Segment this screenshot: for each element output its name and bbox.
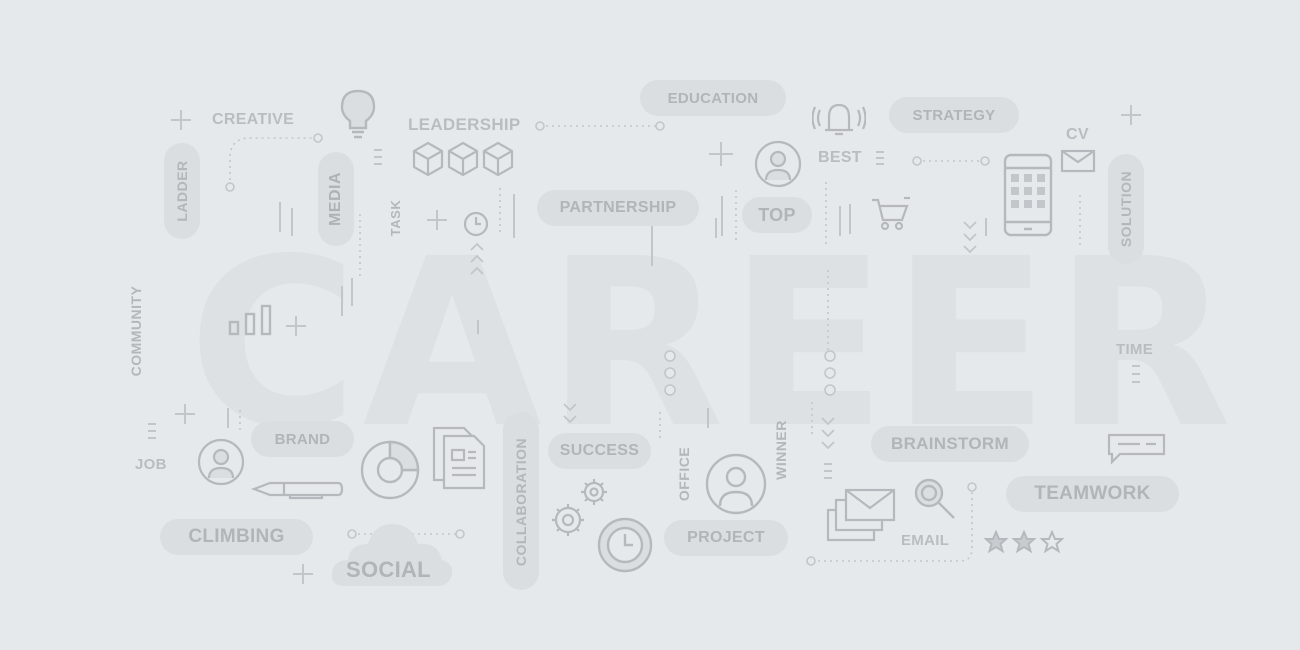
- career-title: CAREER: [188, 209, 1237, 479]
- cloud-icon: [330, 520, 454, 590]
- word-best: BEST: [818, 149, 862, 166]
- bell-icon: [812, 100, 866, 140]
- clock-icon: [462, 210, 490, 238]
- word-creative: CREATIVE: [212, 111, 295, 128]
- star-icon: [984, 530, 1066, 554]
- person-icon: [754, 140, 802, 188]
- person-icon: [196, 437, 246, 487]
- word-collaboration: COLLABORATION: [513, 437, 529, 567]
- smartphone-icon: [1002, 152, 1054, 238]
- bar-chart-icon: [226, 302, 280, 338]
- document-icon: [430, 424, 492, 492]
- word-office: OFFICE: [676, 446, 692, 502]
- word-success: SUCCESS: [548, 433, 651, 469]
- cube-icon: [412, 140, 516, 178]
- lightbulb-icon: [338, 88, 378, 140]
- solution-pill: [1108, 154, 1144, 264]
- word-ladder: LADDER: [174, 160, 190, 222]
- pie-chart-icon: [358, 438, 422, 502]
- word-brand: BRAND: [251, 421, 354, 457]
- word-winner: WINNER: [773, 420, 789, 480]
- word-education: EDUCATION: [640, 80, 786, 116]
- chat-bubble-icon: [1106, 432, 1168, 466]
- envelope-icon: [1060, 148, 1096, 174]
- person-icon: [704, 452, 768, 516]
- media-pill: [318, 152, 354, 246]
- collaboration-pill: [503, 412, 539, 590]
- word-social: SOCIAL: [346, 557, 431, 582]
- word-task: TASK: [388, 199, 403, 237]
- word-brainstorm: BRAINSTORM: [871, 426, 1029, 462]
- word-job: JOB: [135, 456, 167, 473]
- stopwatch-icon: [596, 516, 654, 574]
- ladder-pill: [164, 143, 200, 239]
- pen-icon: [250, 478, 346, 500]
- word-top: TOP: [742, 197, 812, 233]
- word-project: PROJECT: [664, 520, 788, 556]
- word-time: TIME: [1116, 341, 1154, 358]
- word-leadership: LEADERSHIP: [408, 115, 521, 134]
- word-strategy: STRATEGY: [889, 97, 1019, 133]
- gear-icon: [544, 474, 614, 544]
- magnifier-icon: [912, 476, 958, 522]
- word-teamwork: TEAMWORK: [1006, 476, 1179, 512]
- word-climbing: CLIMBING: [160, 519, 313, 555]
- word-media: MEDIA: [327, 171, 344, 227]
- shopping-cart-icon: [870, 196, 910, 232]
- word-community: COMMUNITY: [128, 285, 144, 377]
- word-cv: CV: [1066, 126, 1089, 143]
- word-email: EMAIL: [901, 532, 950, 549]
- mail-stack-icon: [824, 488, 900, 544]
- word-partnership: PARTNERSHIP: [537, 190, 699, 226]
- word-solution: SOLUTION: [1118, 170, 1134, 248]
